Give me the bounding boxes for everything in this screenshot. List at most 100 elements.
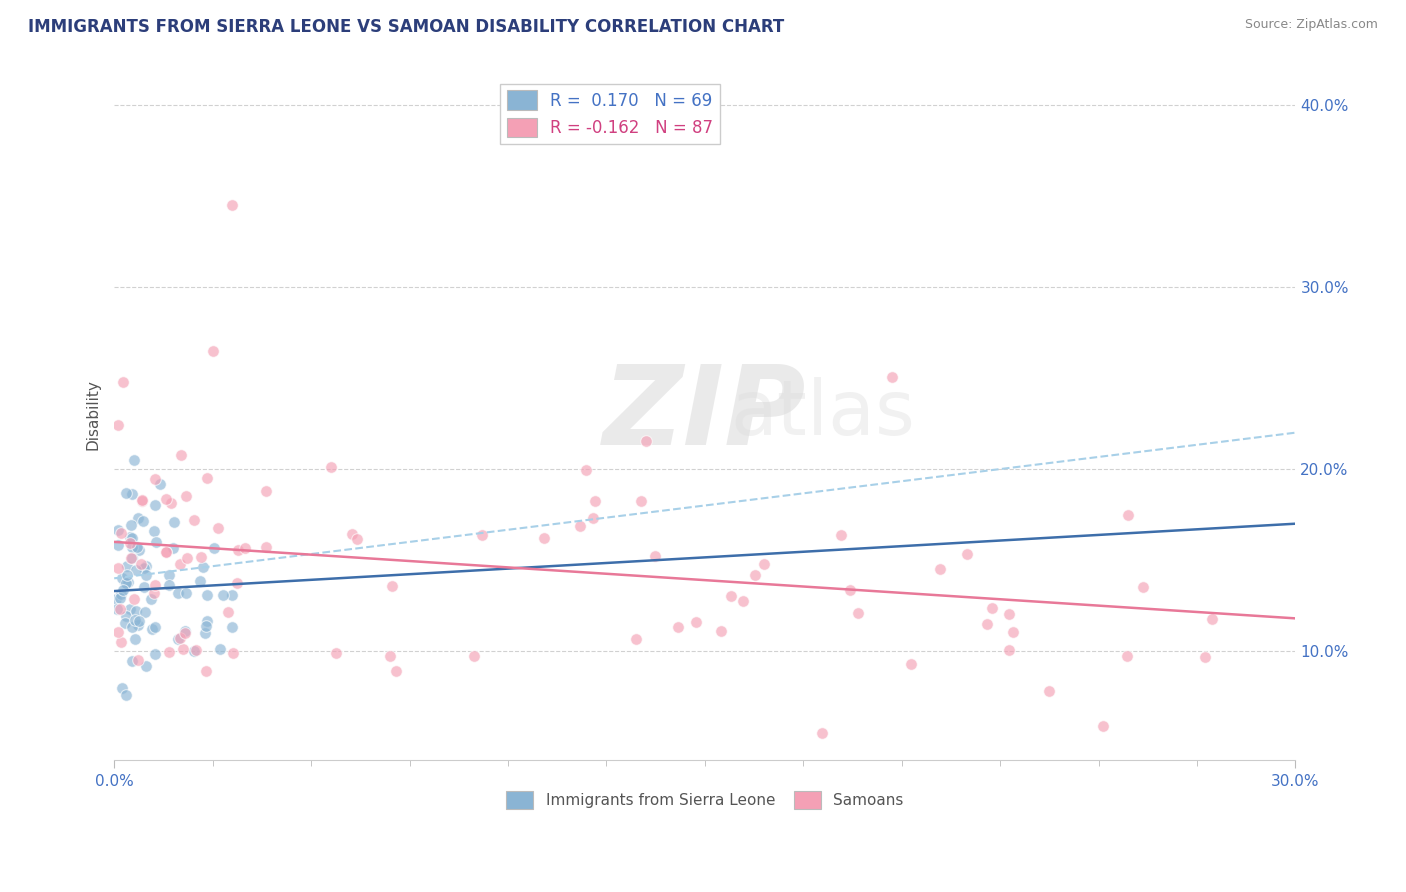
Point	[162, 541, 184, 556]
Point	[127, 618, 149, 632]
Point	[744, 568, 766, 582]
Point	[110, 526, 132, 541]
Point	[221, 620, 243, 634]
Text: Source: ZipAtlas.com: Source: ZipAtlas.com	[1244, 18, 1378, 31]
Point	[378, 648, 401, 663]
Point	[143, 524, 166, 538]
Point	[107, 523, 129, 537]
Point	[124, 613, 146, 627]
Point	[105, 592, 128, 607]
Point	[195, 664, 218, 678]
Point	[128, 543, 150, 558]
Point	[114, 616, 136, 631]
Point	[135, 658, 157, 673]
Point	[1115, 649, 1137, 664]
Point	[176, 551, 198, 566]
Point	[997, 607, 1019, 621]
Point	[846, 607, 869, 621]
Point	[121, 619, 143, 633]
Point	[900, 657, 922, 672]
Point	[176, 586, 198, 600]
Point	[582, 511, 605, 525]
Point	[111, 570, 134, 584]
Point	[201, 343, 224, 358]
Point	[121, 551, 143, 566]
Point	[143, 578, 166, 592]
Point	[183, 643, 205, 657]
Point	[254, 483, 277, 498]
Point	[195, 614, 218, 628]
Point	[634, 434, 657, 448]
Point	[131, 494, 153, 508]
Point	[710, 624, 733, 638]
Point	[120, 602, 142, 616]
Point	[1091, 719, 1114, 733]
Point	[1194, 649, 1216, 664]
Point	[346, 533, 368, 547]
Point	[112, 583, 135, 598]
Point	[157, 568, 180, 582]
Point	[956, 547, 979, 561]
Point	[107, 417, 129, 432]
Point	[117, 559, 139, 574]
Point	[142, 586, 165, 600]
Point	[630, 493, 652, 508]
Point	[141, 622, 163, 636]
Point	[111, 375, 134, 389]
Text: IMMIGRANTS FROM SIERRA LEONE VS SAMOAN DISABILITY CORRELATION CHART: IMMIGRANTS FROM SIERRA LEONE VS SAMOAN D…	[28, 18, 785, 36]
Point	[135, 568, 157, 582]
Point	[110, 635, 132, 649]
Point	[169, 557, 191, 571]
Point	[226, 576, 249, 591]
Point	[838, 582, 860, 597]
Point	[188, 574, 211, 589]
Point	[105, 601, 128, 615]
Point	[127, 510, 149, 524]
Point	[583, 494, 606, 508]
Point	[143, 647, 166, 661]
Point	[108, 602, 131, 616]
Point	[997, 642, 1019, 657]
Point	[221, 198, 243, 212]
Point	[117, 568, 139, 582]
Point	[226, 542, 249, 557]
Point	[132, 514, 155, 528]
Point	[121, 531, 143, 545]
Point	[173, 624, 195, 639]
Point	[208, 642, 231, 657]
Point	[115, 575, 138, 590]
Point	[754, 557, 776, 571]
Point	[159, 496, 181, 510]
Point	[644, 549, 666, 564]
Point	[211, 588, 233, 602]
Point	[155, 545, 177, 559]
Point	[195, 619, 218, 633]
Point	[145, 472, 167, 486]
Point	[121, 551, 143, 566]
Point	[194, 626, 217, 640]
Point	[685, 615, 707, 629]
Point	[115, 608, 138, 623]
Point	[157, 578, 180, 592]
Point	[471, 528, 494, 542]
Point	[125, 604, 148, 618]
Point	[111, 681, 134, 696]
Point	[121, 487, 143, 501]
Point	[110, 587, 132, 601]
Point	[143, 498, 166, 512]
Point	[166, 632, 188, 646]
Point	[128, 614, 150, 628]
Point	[115, 485, 138, 500]
Point	[143, 620, 166, 634]
Point	[731, 593, 754, 607]
Point	[115, 688, 138, 702]
Point	[1118, 508, 1140, 523]
Point	[124, 563, 146, 577]
Point	[132, 561, 155, 575]
Point	[463, 649, 485, 664]
Point	[384, 664, 406, 678]
Point	[120, 536, 142, 550]
Point	[1038, 683, 1060, 698]
Point	[131, 557, 153, 571]
Point	[174, 490, 197, 504]
